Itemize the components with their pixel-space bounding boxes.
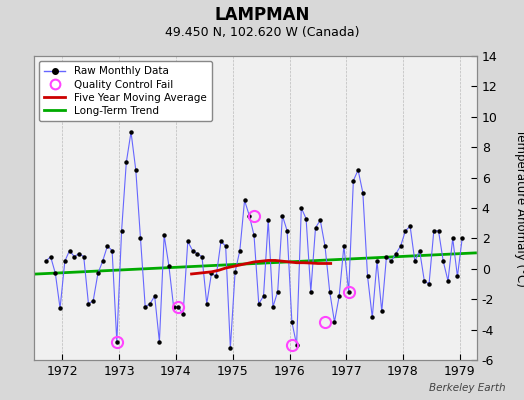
Text: LAMPMAN: LAMPMAN bbox=[214, 6, 310, 24]
Legend: Raw Monthly Data, Quality Control Fail, Five Year Moving Average, Long-Term Tren: Raw Monthly Data, Quality Control Fail, … bbox=[39, 61, 212, 121]
Text: 49.450 N, 102.620 W (Canada): 49.450 N, 102.620 W (Canada) bbox=[165, 26, 359, 39]
Y-axis label: Temperature Anomaly (°C): Temperature Anomaly (°C) bbox=[514, 129, 524, 287]
Text: Berkeley Earth: Berkeley Earth bbox=[429, 383, 506, 393]
